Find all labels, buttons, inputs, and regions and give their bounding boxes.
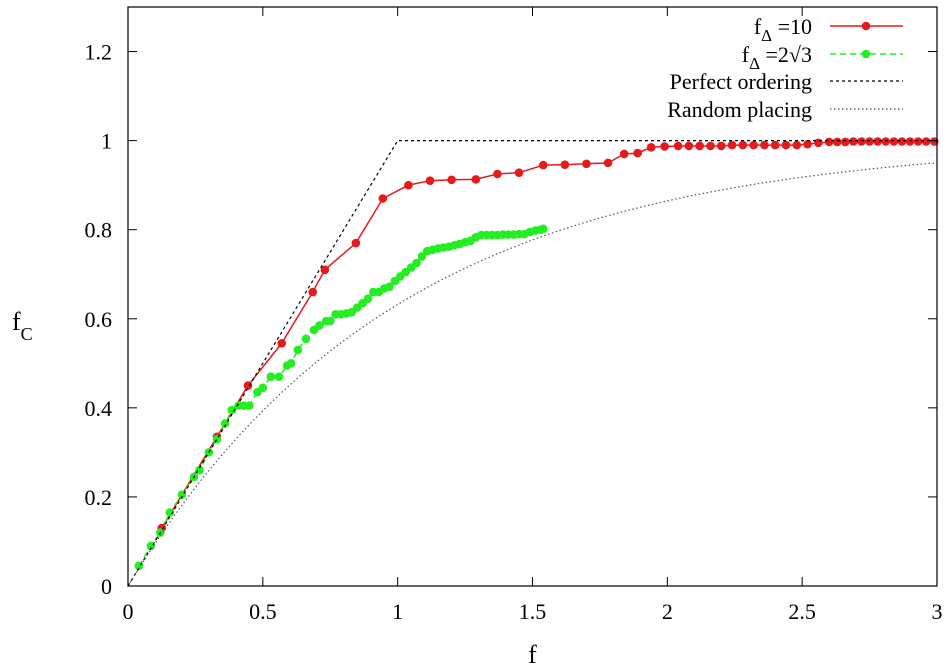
- x-axis-label: f: [528, 640, 537, 666]
- series-0-point: [673, 141, 683, 151]
- series-0-point: [660, 142, 669, 151]
- series-0-point: [706, 141, 715, 151]
- series-1-point: [286, 359, 296, 368]
- series-1-point: [412, 258, 421, 268]
- x-tick-label: 0.5: [249, 599, 277, 624]
- series-0-point: [889, 137, 899, 146]
- series-0-point: [832, 137, 842, 147]
- series-0-point: [803, 139, 812, 149]
- series-1-line: [138, 228, 544, 567]
- series-0-point: [582, 159, 591, 169]
- y-tick-label: 0.4: [85, 396, 113, 421]
- series-0-point: [781, 140, 791, 150]
- series-0-line: [161, 140, 935, 529]
- series-0-point: [425, 176, 435, 185]
- x-tick-label: 2.5: [788, 599, 816, 624]
- plot-frame: [127, 6, 938, 587]
- series-2-line: [127, 140, 937, 587]
- series-1-point: [165, 508, 175, 517]
- x-tick-label: 0: [123, 599, 134, 624]
- legend-marker-0: [861, 21, 871, 31]
- series-0-point: [471, 175, 481, 184]
- series-0-point: [320, 265, 330, 275]
- series-0-point: [514, 168, 524, 177]
- series-0-point: [905, 137, 915, 146]
- series-0-point: [738, 140, 748, 150]
- series-0-point: [749, 140, 758, 150]
- x-tick-label: 3: [932, 599, 943, 624]
- y-tick-label: 0.6: [85, 307, 113, 332]
- series-0-point: [849, 137, 858, 146]
- series-0-point: [633, 148, 642, 158]
- series-1-point: [274, 372, 284, 381]
- legend-label-1: fΔ =2√3: [742, 42, 812, 73]
- series-0-point: [881, 137, 891, 146]
- series-0-point: [538, 160, 548, 170]
- series-0-point: [493, 169, 502, 179]
- y-tick-label: 1.2: [85, 40, 113, 65]
- series-0-point: [760, 140, 769, 150]
- series-0-point: [243, 381, 253, 390]
- legend-label-2: Perfect ordering: [670, 69, 812, 94]
- chart-marks: [127, 137, 939, 587]
- y-tick-label: 0.2: [85, 485, 113, 510]
- series-0-point: [897, 137, 907, 146]
- series-1-point: [315, 321, 324, 330]
- series-1-point: [266, 372, 276, 381]
- series-1-point: [538, 224, 548, 234]
- series-0-point: [404, 180, 413, 190]
- series-1-point: [301, 334, 311, 344]
- x-tick-label: 2: [662, 599, 673, 624]
- series-3-line: [127, 162, 938, 587]
- series-1-point: [245, 401, 254, 410]
- legend-label-0: fΔ =10: [754, 14, 812, 45]
- series-0-point: [824, 137, 834, 147]
- series-0-point: [857, 137, 866, 146]
- series-0-point: [841, 137, 850, 147]
- legend-label-3: Random placing: [667, 97, 812, 122]
- series-0-point: [277, 338, 287, 348]
- series-0-point: [308, 287, 318, 297]
- series-1-point: [325, 316, 335, 326]
- series-1-point: [258, 383, 268, 393]
- series-1-point: [227, 405, 237, 415]
- series-0-point: [921, 137, 931, 146]
- series-1-point: [293, 345, 303, 355]
- series-0-point: [770, 140, 780, 150]
- series-0-point: [684, 141, 694, 151]
- series-1-point: [212, 434, 222, 444]
- series-0-point: [792, 140, 802, 150]
- series-0-point: [814, 138, 823, 148]
- series-0-point: [695, 141, 704, 151]
- y-tick-label: 0.8: [85, 218, 113, 243]
- series-1-point: [417, 252, 427, 261]
- series-0-point: [716, 141, 726, 151]
- series-0-point: [865, 137, 874, 146]
- series-0-point: [913, 137, 923, 146]
- x-tick-label: 1: [392, 599, 403, 624]
- series-1-point: [363, 294, 373, 304]
- y-tick-label: 1: [101, 129, 112, 154]
- y-axis-label: fC: [12, 307, 33, 344]
- series-0-point: [560, 160, 570, 169]
- chart-axes: 0 0.5 1 1.5 2 2.5 3 0 0.2 0.4 0.6 0.8 1 1.2 f fC: [12, 6, 943, 666]
- series-0-point: [646, 142, 656, 152]
- series-0-point: [447, 175, 456, 185]
- legend-marker-1: [861, 49, 871, 59]
- series-1-point: [385, 282, 394, 292]
- series-0-point: [619, 149, 629, 159]
- x-tick-label: 1.5: [519, 599, 547, 624]
- y-tick-label: 0: [101, 574, 112, 599]
- series-0-point: [378, 194, 388, 203]
- series-0-point: [603, 158, 613, 168]
- series-0-point: [351, 238, 361, 248]
- series-0-point: [727, 140, 737, 150]
- series-0-point: [873, 137, 882, 146]
